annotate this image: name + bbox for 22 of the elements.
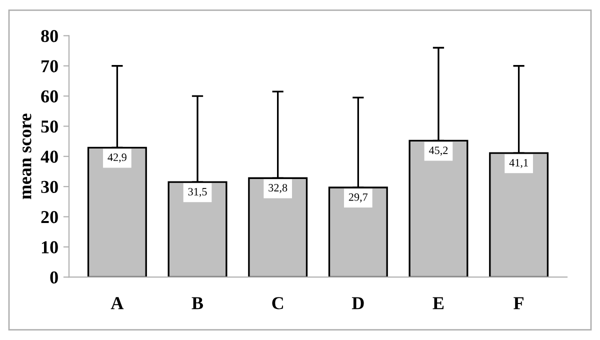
y-axis-title: mean score xyxy=(22,114,32,200)
y-tick-label: 0 xyxy=(50,271,58,284)
x-tick-label: E xyxy=(432,297,444,310)
y-tick-label: 50 xyxy=(41,120,58,133)
y-tick-label: 10 xyxy=(42,241,58,254)
data-label: 32,8 xyxy=(268,184,288,194)
data-label: 31,5 xyxy=(188,188,207,198)
y-tick-label: 20 xyxy=(41,211,58,224)
x-tick-label: A xyxy=(110,297,124,310)
data-label: 42,9 xyxy=(108,154,126,163)
y-tick-label: 70 xyxy=(42,60,58,72)
x-tick-label: F xyxy=(514,297,524,310)
data-label: 29,7 xyxy=(348,193,368,202)
x-tick-label: D xyxy=(352,297,364,310)
data-label: 41,1 xyxy=(509,159,528,168)
y-tick-label: 40 xyxy=(40,150,58,163)
x-tick-label: C xyxy=(272,297,283,310)
y-tick-label: 30 xyxy=(41,180,58,194)
y-tick-label: 80 xyxy=(41,30,58,42)
x-tick-label: B xyxy=(192,297,204,310)
data-label: 45,2 xyxy=(428,146,448,156)
y-tick-label: 60 xyxy=(41,90,58,102)
